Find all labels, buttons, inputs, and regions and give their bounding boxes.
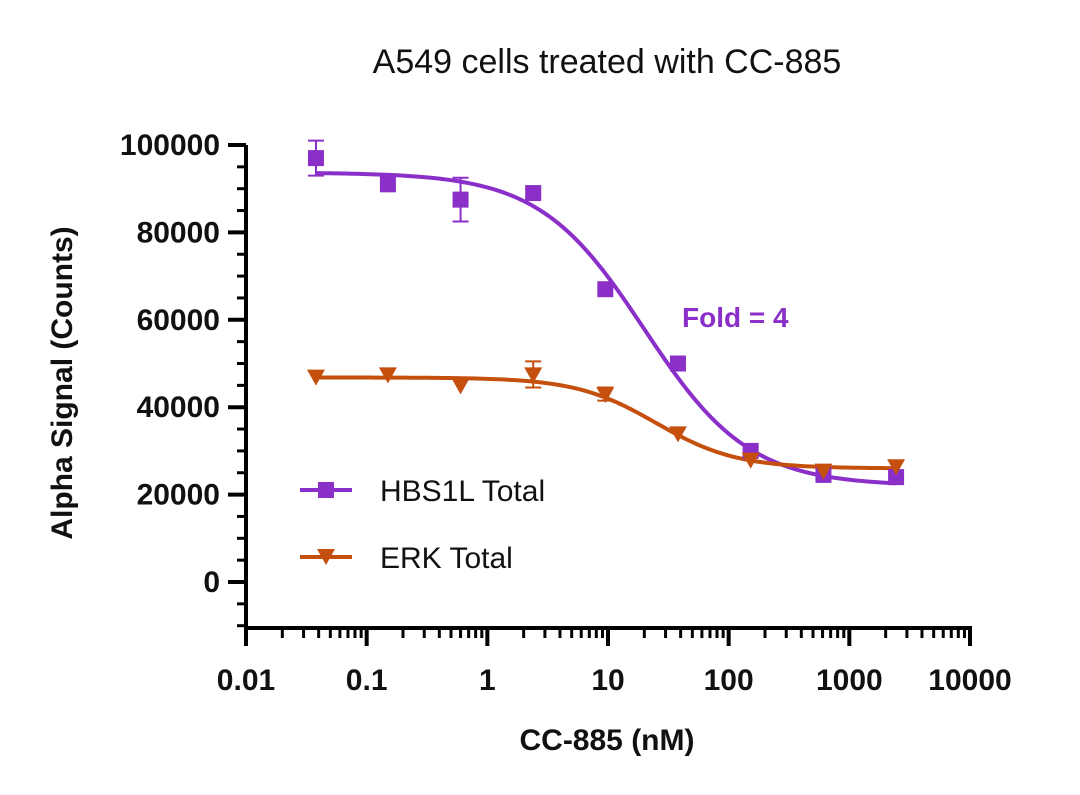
data-point-erk [306, 369, 325, 386]
y-tick-label: 20000 [137, 479, 220, 512]
x-tick-label: 0.1 [346, 664, 388, 697]
data-point-hbs1l [669, 355, 686, 372]
y-tick-label: 0 [203, 566, 220, 599]
legend-marker-erk [317, 549, 335, 565]
x-tick-label: 10000 [928, 664, 1011, 697]
chart-title: A549 cells treated with CC-885 [373, 43, 842, 81]
legend: HBS1L Total ERK Total [300, 475, 545, 575]
fit-curve-hbs1l [315, 171, 897, 486]
x-tick-label: 0.01 [217, 664, 275, 697]
axes: 0 20000 40000 60000 80000 100000 0.01 0.1 1 10 100… [120, 129, 1012, 697]
legend-item-hbs1l: HBS1L Total [300, 475, 545, 508]
data-point-hbs1l [888, 469, 905, 486]
data-point-hbs1l [597, 281, 614, 298]
x-tick-label: 100 [704, 664, 754, 697]
x-tick-label: 1000 [816, 664, 883, 697]
legend-item-erk: ERK Total [300, 542, 513, 575]
y-tick-label: 80000 [137, 216, 220, 249]
data-point-erk [814, 463, 833, 480]
data-point-erk [378, 367, 397, 384]
y-tick-label: 100000 [120, 129, 220, 162]
data-point-erk [887, 459, 906, 476]
y-tick-label: 40000 [137, 391, 220, 424]
data-points [306, 139, 906, 486]
data-point-erk [524, 367, 543, 384]
legend-label-hbs1l: HBS1L Total [380, 475, 545, 508]
data-point-erk [668, 426, 687, 443]
fold-annotation: Fold = 4 [682, 302, 789, 333]
data-point-hbs1l [379, 176, 396, 193]
legend-label-erk: ERK Total [380, 542, 513, 575]
data-point-hbs1l [525, 185, 542, 202]
data-point-erk [451, 378, 470, 395]
data-point-hbs1l [307, 150, 324, 167]
legend-marker-hbs1l [318, 482, 334, 498]
fit-curves [315, 171, 897, 486]
x-tick-label: 1 [479, 664, 496, 697]
data-point-hbs1l [452, 191, 469, 208]
y-tick-label: 60000 [137, 304, 220, 337]
x-axis-label: CC-885 (nM) [519, 724, 694, 757]
data-point-erk [741, 452, 760, 469]
data-point-erk [596, 387, 615, 404]
x-tick-label: 10 [591, 664, 624, 697]
y-axis-label: Alpha Signal (Counts) [46, 226, 79, 539]
